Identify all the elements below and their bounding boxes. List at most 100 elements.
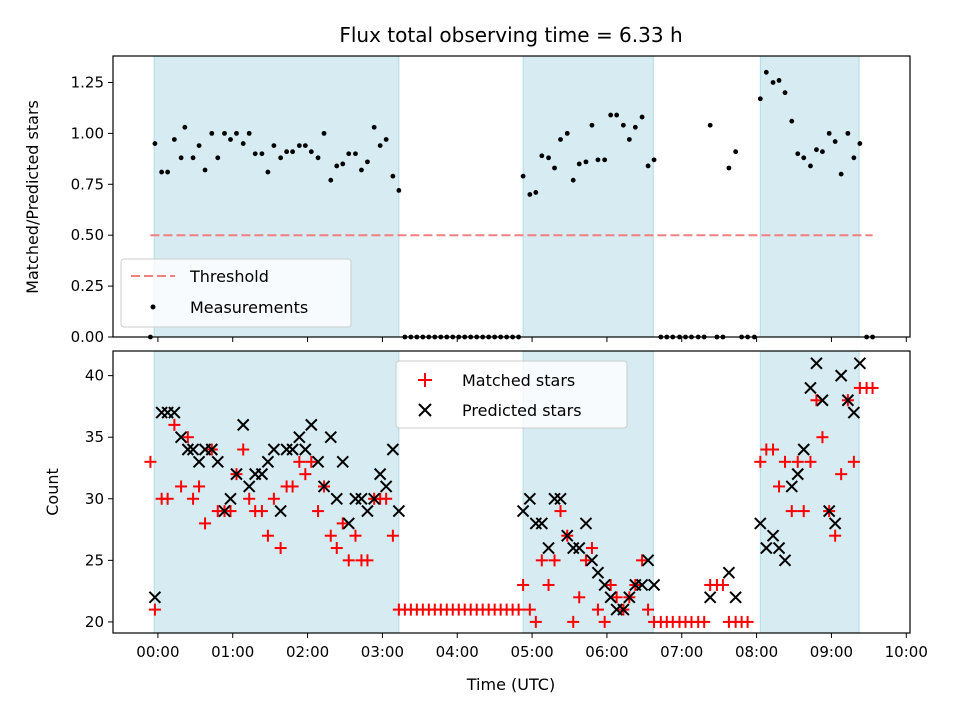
measurement-point [215,155,221,161]
matched-star-point [523,603,536,616]
matched-star-point [591,603,604,616]
predicted-star-point [535,517,549,530]
predicted-star-point [324,430,337,444]
predicted-star-d2 [816,394,829,407]
predicted-star-d2 [591,566,605,579]
x-axis-label: Time (UTC) [466,675,555,694]
predicted-star-point [573,541,586,555]
predicted-star-point [392,504,406,518]
matched-star-point [698,615,711,628]
measurement-point [246,130,252,136]
measurement-point [377,143,383,148]
measurement-point [814,147,819,153]
legend-predicted-label: Predicted stars [462,401,582,420]
predicted-star-point [598,578,611,592]
predicted-star-d2 [181,443,195,456]
predicted-star-point [623,591,636,604]
predicted-star-point [791,467,804,481]
matched-star-point [773,480,786,493]
matched-star-point [361,554,374,567]
measurement-point [359,167,364,173]
top-y-tick-label: 0.25 [71,277,104,295]
predicted-star-point [261,455,275,469]
predicted-star-point [841,394,855,407]
top-y-tick-label: 1.25 [71,73,104,91]
measurement-point [527,192,533,197]
measurement-point [396,187,402,193]
measurement-point [222,130,227,136]
predicted-star-point [834,369,848,382]
predicted-star-d2 [168,406,181,419]
predicted-star-point [847,406,861,419]
measurement-point [608,112,614,118]
matched-star-point [598,615,611,628]
predicted-star-d2 [778,554,792,567]
predicted-star-point [766,529,780,542]
predicted-star-point [804,381,817,395]
predicted-star-point [286,443,299,456]
predicted-star-d2 [330,492,343,505]
measurement-point [845,130,851,136]
measurement-point [265,169,271,175]
x-tick-label: 00:00 [136,643,179,661]
predicted-star-point [274,504,287,518]
measurement-point [171,137,177,142]
bottom-y-ticks: 20 25 30 35 40 [85,367,113,631]
predicted-star-point [542,541,555,555]
predicted-star-point [237,418,250,432]
predicted-star-d2 [822,504,836,518]
predicted-star-d2 [810,357,823,370]
predicted-star-point [641,554,655,567]
matched-star-point [797,505,810,518]
predicted-star-point [330,492,343,505]
predicted-stars-series [148,357,867,616]
measurement-point [595,157,601,163]
predicted-star-point [230,467,243,481]
predicted-star-point [361,504,374,518]
matched-star-point [548,554,561,567]
matched-star-point [267,492,280,505]
predicted-star-d2 [623,591,636,604]
measurement-point [190,155,196,161]
measurements-series [148,69,875,340]
predicted-star-point [561,529,574,542]
measurement-point [539,153,545,159]
measurement-point [159,169,165,175]
x-tick-label: 09:00 [810,643,853,661]
x-tick-label: 08:00 [735,643,778,661]
x-tick-label: 10:00 [885,643,928,661]
predicted-star-d2 [311,455,325,469]
measurement-point [182,124,188,130]
measurement-point [533,190,539,195]
matched-star-point [299,468,312,481]
matched-star-point [386,529,399,542]
predicted-star-point [760,541,773,555]
predicted-star-d2 [604,591,617,604]
matched-star-point [243,492,256,505]
measurement-point [315,155,321,161]
top-y-ticks: 0.00 0.25 0.50 0.75 1.00 1.25 [71,73,113,346]
predicted-star-point [293,430,306,444]
predicted-star-d2 [205,443,218,456]
x-tick-label: 03:00 [361,643,404,661]
matched-star-point [791,455,804,468]
predicted-star-d2 [523,492,537,505]
matched-star-point [293,455,306,468]
x-tick-label: 04:00 [436,643,479,661]
predicted-star-point [647,578,661,592]
predicted-star-d2 [174,430,188,444]
matched-star-point [512,603,525,616]
matched-star-point [810,394,823,407]
predicted-star-d2 [242,480,256,493]
measurement-point [620,122,626,128]
bottom-y-axis-label: Count [43,468,62,516]
predicted-star-d2 [635,578,649,592]
measurement-point [390,173,396,179]
predicted-star-d2 [224,492,237,505]
measurement-point [353,151,358,157]
predicted-star-d2 [703,591,717,604]
x-tick-label: 07:00 [660,643,703,661]
predicted-star-d2 [791,467,804,481]
matched-star-point [380,492,393,505]
matched-star-point [816,431,829,444]
